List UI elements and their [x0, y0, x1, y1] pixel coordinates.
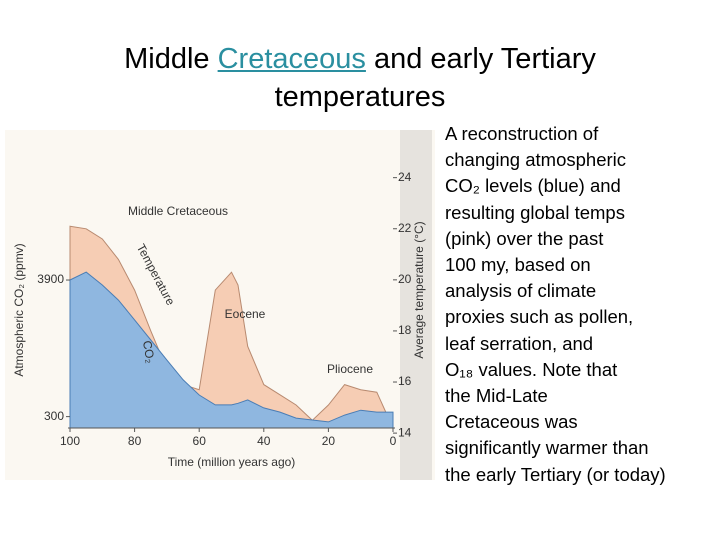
title-part: and early Tertiary	[365, 43, 596, 75]
description-line: significantly warmer than	[445, 437, 649, 459]
y-tick-label: 3900	[37, 272, 64, 286]
annotation: Eocene	[225, 307, 266, 321]
description-line: Cretaceous was	[445, 411, 578, 433]
y-axis-label: Atmospheric CO₂ (ppmv)	[12, 243, 26, 376]
description-line: leaf serration, and	[445, 332, 594, 354]
description-line: the early Tertiary (or today)	[445, 463, 666, 485]
description-line: (pink) over the past	[445, 227, 604, 249]
title-part: Middle	[124, 43, 218, 75]
x-tick-label: 0	[390, 434, 397, 448]
description-line: resulting global temps	[445, 201, 625, 223]
y2-tick-label: 20	[398, 272, 412, 286]
chart: 100 80 60 40 20 0 300 3900 14 16 18 20 22 24 Time (mil…	[5, 130, 435, 480]
page-edge	[400, 130, 432, 480]
description-line: 100 my, based on	[445, 254, 591, 276]
x-tick-label: 20	[322, 434, 336, 448]
series-label: CO₂	[140, 339, 158, 364]
description-line: the Mid-Late	[445, 385, 548, 407]
y2-tick-label: 14	[398, 425, 412, 439]
description-line: changing atmospheric	[445, 149, 626, 171]
slide-title: Middle Cretaceous and early Tertiary temp…	[0, 40, 720, 116]
y2-tick-label: 18	[398, 323, 412, 337]
description-line: O₁₈ values. Note that	[445, 358, 618, 380]
x-tick-label: 100	[60, 434, 80, 448]
y2-tick-label: 16	[398, 374, 412, 388]
y2-axis-label: Average temperature (°C)	[412, 221, 426, 358]
annotation: Pliocene	[327, 362, 373, 376]
x-tick-label: 80	[128, 434, 142, 448]
x-tick-label: 40	[257, 434, 271, 448]
description-line: CO₂ levels (blue) and	[445, 175, 621, 197]
description-line: A reconstruction of	[445, 123, 599, 144]
description: A reconstruction of changing atmospheric C…	[445, 121, 666, 488]
annotation: Middle Cretaceous	[128, 204, 228, 218]
area	[69, 271, 394, 429]
y2-tick-label: 24	[398, 170, 412, 184]
description-line: proxies such as pollen,	[445, 306, 634, 328]
title-link[interactable]: Cretaceous	[217, 43, 366, 75]
x-axis-label: Time (million years ago)	[168, 455, 296, 469]
x-tick-label: 60	[193, 434, 207, 448]
y-tick-label: 300	[44, 409, 64, 423]
title-part: temperatures	[274, 81, 446, 113]
description-line: analysis of climate	[445, 280, 597, 302]
y2-tick-label: 22	[398, 221, 412, 235]
